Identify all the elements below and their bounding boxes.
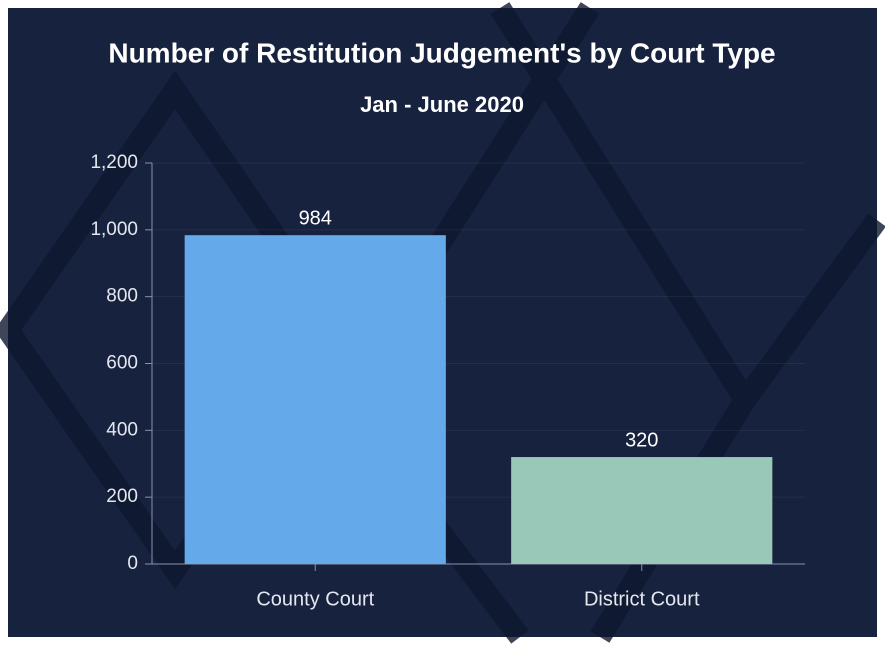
y-tick-label: 800 bbox=[106, 286, 138, 307]
value-label: 320 bbox=[625, 429, 658, 451]
y-tick-label: 1,000 bbox=[90, 219, 138, 240]
chart-subtitle: Jan - June 2020 bbox=[360, 92, 524, 117]
y-tick-label: 0 bbox=[127, 553, 138, 574]
y-tick-label: 400 bbox=[106, 419, 138, 440]
x-tick-label: District Court bbox=[584, 588, 700, 610]
bar bbox=[184, 235, 446, 564]
x-tick-label: County Court bbox=[256, 588, 374, 610]
chart-title: Number of Restitution Judgement's by Cou… bbox=[108, 37, 775, 68]
y-tick-label: 1,200 bbox=[90, 152, 138, 173]
y-tick-label: 200 bbox=[106, 486, 138, 507]
y-tick-label: 600 bbox=[106, 353, 138, 374]
value-label: 984 bbox=[299, 207, 332, 229]
bar bbox=[511, 457, 773, 564]
